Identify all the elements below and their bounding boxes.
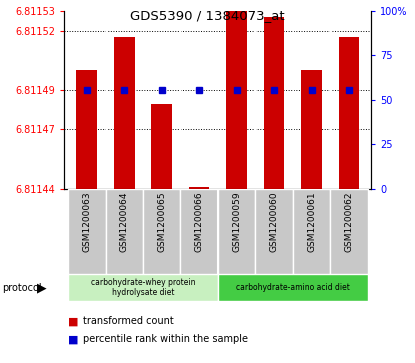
Bar (105, 189, 143, 274)
Text: GSM1200064: GSM1200064 (120, 191, 129, 252)
Text: protocol: protocol (2, 283, 42, 293)
Text: GSM1200062: GSM1200062 (344, 191, 354, 252)
Bar (301, 70, 322, 189)
Text: GSM1200066: GSM1200066 (195, 191, 204, 252)
Bar (255, 189, 293, 274)
Text: GSM1200060: GSM1200060 (270, 191, 278, 252)
Text: ■: ■ (68, 316, 79, 326)
Text: GSM1200063: GSM1200063 (82, 191, 91, 252)
Bar (151, 104, 172, 189)
Bar (68, 274, 218, 301)
Bar (218, 189, 255, 274)
Text: GSM1200065: GSM1200065 (157, 191, 166, 252)
Text: carbohydrate-whey protein
hydrolysate diet: carbohydrate-whey protein hydrolysate di… (91, 278, 195, 297)
Bar (189, 187, 210, 189)
Text: ■: ■ (68, 334, 79, 344)
Text: GDS5390 / 1384073_at: GDS5390 / 1384073_at (130, 9, 285, 22)
Bar (218, 274, 368, 301)
Text: carbohydrate-amino acid diet: carbohydrate-amino acid diet (236, 283, 350, 292)
Bar (339, 37, 359, 189)
Bar (76, 70, 97, 189)
Bar (114, 37, 134, 189)
Text: transformed count: transformed count (83, 316, 174, 326)
Text: percentile rank within the sample: percentile rank within the sample (83, 334, 248, 344)
Bar (68, 189, 105, 274)
Text: GSM1200061: GSM1200061 (307, 191, 316, 252)
Text: ▶: ▶ (37, 281, 46, 294)
Bar (293, 189, 330, 274)
Bar (181, 189, 218, 274)
Bar (330, 189, 368, 274)
Bar (226, 11, 247, 189)
Bar (264, 17, 284, 189)
Text: GSM1200059: GSM1200059 (232, 191, 241, 252)
Bar (143, 189, 181, 274)
